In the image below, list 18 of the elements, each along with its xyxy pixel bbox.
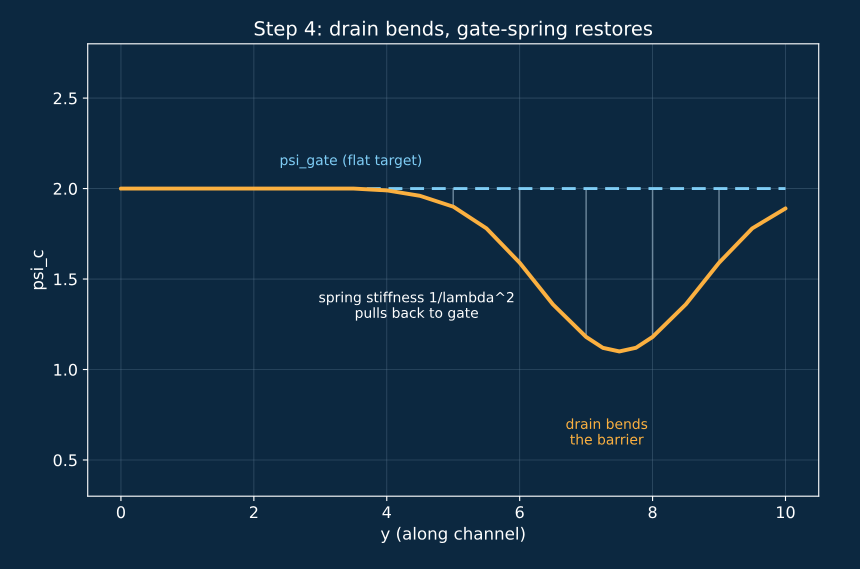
x-axis-title: y (along channel) <box>380 526 525 544</box>
x-tick-label: 2 <box>250 506 258 518</box>
y-tick-label: 1.5 <box>54 273 77 286</box>
annotation: drain bends the barrier <box>566 418 648 445</box>
annotation: spring stiffness 1/lambda^2 pulls back to gate <box>319 292 514 321</box>
x-tick-label: 8 <box>648 506 657 518</box>
line-series <box>119 186 788 354</box>
y-axis-title: psi_c <box>30 250 48 290</box>
x-tick-label: 4 <box>382 506 391 518</box>
y-tick-label: 1.0 <box>54 364 77 376</box>
x-tick-label: 6 <box>516 506 524 518</box>
y-tick-label: 2.5 <box>54 92 77 104</box>
y-tick-label: 2.0 <box>54 182 77 195</box>
chart-title: Step 4: drain bends, gate-spring restores <box>254 20 652 40</box>
x-tick-label: 0 <box>116 506 125 518</box>
annotation: psi_gate (flat target) <box>280 154 422 168</box>
y-tick-label: 0.5 <box>54 454 77 466</box>
x-tick-label: 10 <box>777 506 795 518</box>
